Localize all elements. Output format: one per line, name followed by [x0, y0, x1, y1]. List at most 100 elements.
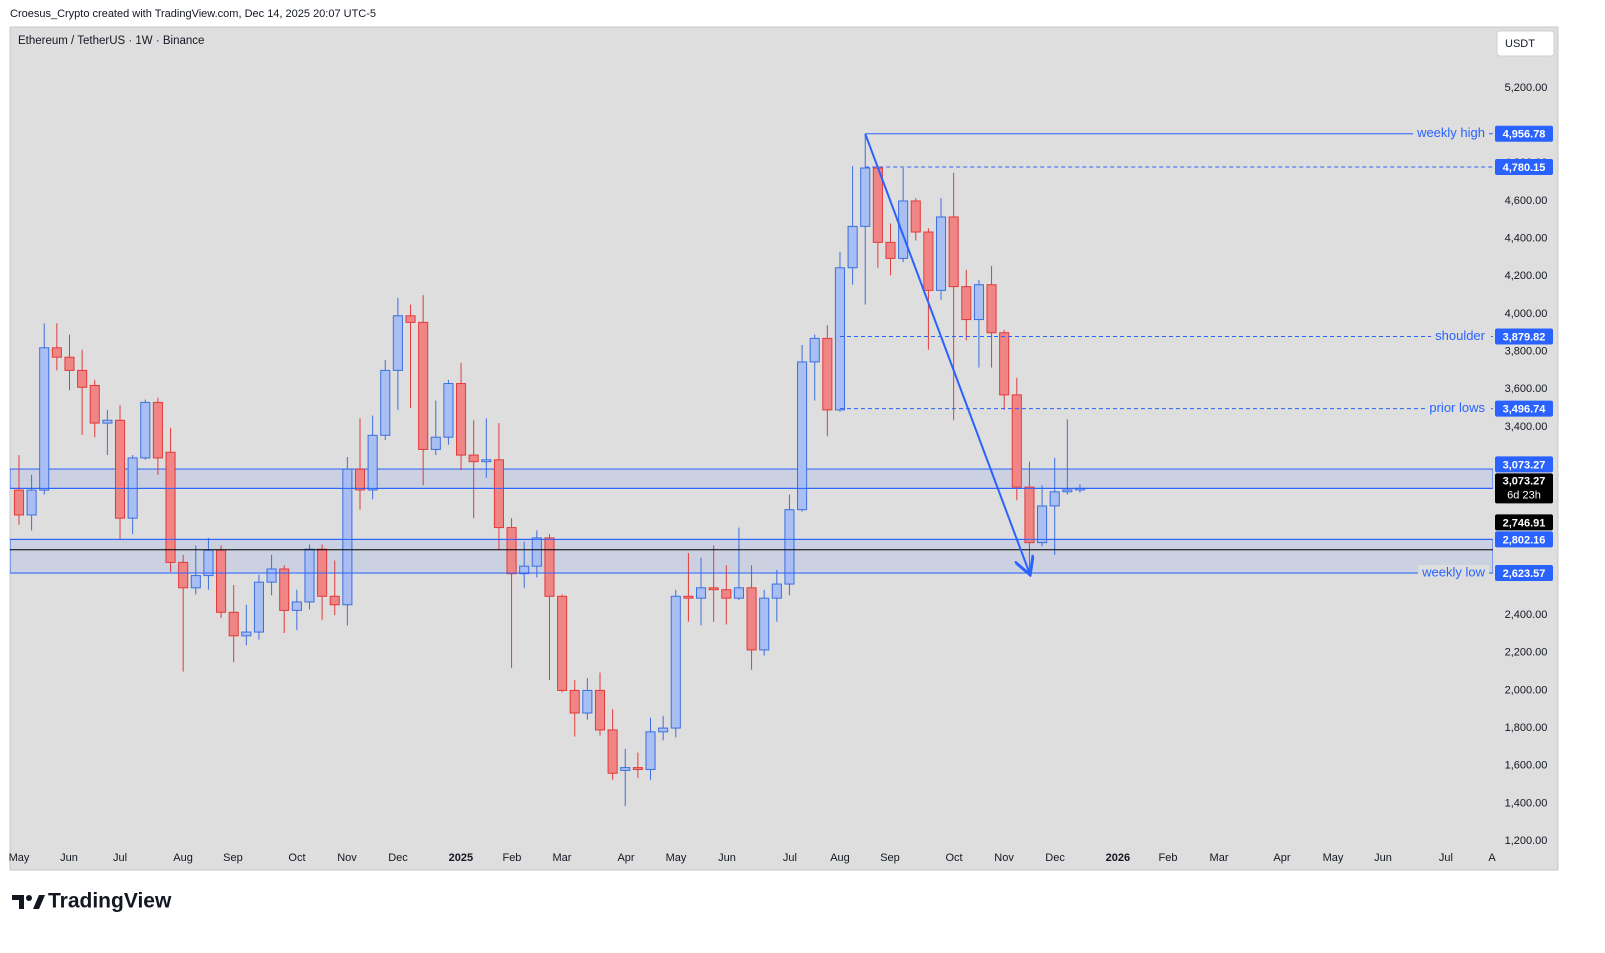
trend-arrow: [864, 133, 1029, 573]
candle-body: [291, 601, 302, 611]
candle-body: [380, 369, 391, 436]
y-tick-label: 3,800.00: [1505, 345, 1548, 357]
y-tick-label: 2,400.00: [1505, 609, 1548, 621]
level-label: prior lows: [1429, 400, 1485, 415]
x-tick-label: Sep: [223, 852, 243, 864]
chart-frame: [9, 26, 1559, 871]
candle-body: [683, 595, 694, 599]
x-tick-label: Jun: [718, 852, 736, 864]
candle-body: [999, 332, 1010, 396]
x-tick-label: Mar: [552, 852, 571, 864]
x-tick-label: Jun: [60, 852, 78, 864]
y-tick-label: 2,200.00: [1505, 647, 1548, 659]
candle-body: [809, 337, 820, 363]
y-tick-label: 3,600.00: [1505, 383, 1548, 395]
candle-body: [797, 361, 808, 511]
x-tick-label: May: [1323, 852, 1344, 864]
x-tick-label: 2026: [1106, 852, 1130, 864]
x-tick-label: Apr: [1273, 852, 1290, 864]
price-tag: [1495, 328, 1553, 345]
x-tick-label: May: [666, 852, 687, 864]
candle-body: [695, 587, 707, 599]
candle-body: [89, 384, 100, 424]
candle-body: [885, 241, 896, 259]
candle-body: [973, 284, 984, 321]
candle-body: [279, 568, 290, 611]
candle-body: [418, 321, 429, 450]
candle-body: [759, 597, 770, 651]
candle-body: [51, 347, 62, 358]
candle-body: [569, 689, 580, 714]
candle-body: [948, 216, 959, 288]
level-label-bg: [1418, 565, 1489, 582]
price-tag-label: 4,780.15: [1503, 162, 1546, 174]
y-tick-label: 5,200.00: [1505, 82, 1548, 94]
candle-body: [1062, 489, 1073, 493]
candle-body: [1011, 394, 1022, 488]
candle-body: [910, 200, 921, 233]
chart-title: Ethereum / TetherUS · 1W · Binance: [18, 35, 204, 47]
candle-body: [582, 689, 593, 714]
candle-body: [658, 727, 669, 733]
price-tag: [1495, 565, 1553, 582]
price-tag-label: 4,956.78: [1503, 129, 1546, 141]
candle-body: [392, 315, 403, 371]
level-label: shoulder: [1435, 328, 1486, 343]
candle-body: [986, 284, 997, 334]
candle-body: [847, 225, 858, 269]
candle-body: [557, 595, 568, 691]
candle-body: [935, 216, 947, 291]
candle-body: [531, 537, 542, 567]
x-tick-label: Feb: [502, 852, 521, 864]
y-tick-label: 1,600.00: [1505, 760, 1548, 772]
candle-body: [114, 419, 126, 519]
level-label: weekly high: [1416, 125, 1485, 140]
currency-label[interactable]: USDT: [1505, 38, 1535, 50]
price-tag-label: 2,802.16: [1503, 534, 1546, 546]
candle-body: [746, 587, 757, 651]
x-tick-label: May: [9, 852, 30, 864]
candle-body: [872, 167, 883, 243]
candle-body: [784, 509, 795, 585]
level-label-bg: [1425, 400, 1489, 417]
candle-body: [430, 436, 441, 450]
level-label-bg: [1413, 125, 1489, 142]
brand-name: TradingView: [48, 890, 172, 913]
price-tags: 3,073.27 6d 23h 4,956.78 4,780.15 3,879.82 3,…: [1495, 125, 1553, 582]
candle-body: [228, 611, 239, 637]
x-tick-label: Aug: [173, 852, 193, 864]
x-tick-label: Jul: [1439, 852, 1453, 864]
candle-body: [190, 575, 201, 589]
candle-body: [1037, 505, 1048, 544]
y-tick-label: 4,200.00: [1505, 270, 1548, 282]
currency-button[interactable]: [1496, 30, 1555, 57]
candle-body: [923, 231, 934, 291]
price-tag-label: 2,746.91: [1503, 517, 1546, 529]
x-tick-label: Nov: [994, 852, 1014, 864]
price-tag: [1495, 400, 1553, 417]
candle-body: [405, 315, 416, 323]
candle-body: [342, 468, 353, 606]
candle-body: [493, 459, 504, 529]
level-label: weekly low: [1421, 564, 1485, 579]
candle-body: [456, 383, 467, 456]
y-tick-label: 4,000.00: [1505, 308, 1548, 320]
y-tick-label: 2,000.00: [1505, 684, 1548, 696]
y-tick-label: 1,800.00: [1505, 722, 1548, 734]
candle-body: [1049, 491, 1060, 507]
price-tag: [1495, 514, 1553, 531]
candle-body: [544, 537, 555, 597]
candle-body: [241, 631, 252, 637]
candle-body: [329, 595, 340, 606]
brand-logo: [12, 895, 45, 909]
axes: 5,200.004,800.004,600.004,400.004,200.00…: [9, 82, 1548, 864]
price-tag: [1495, 456, 1553, 473]
candle-body: [607, 729, 618, 774]
last-price-label: 3,073.27: [1503, 475, 1546, 487]
x-tick-label: A: [1488, 852, 1496, 864]
candle-body: [519, 565, 530, 575]
candle-body: [152, 401, 163, 459]
candle-body: [632, 767, 643, 770]
